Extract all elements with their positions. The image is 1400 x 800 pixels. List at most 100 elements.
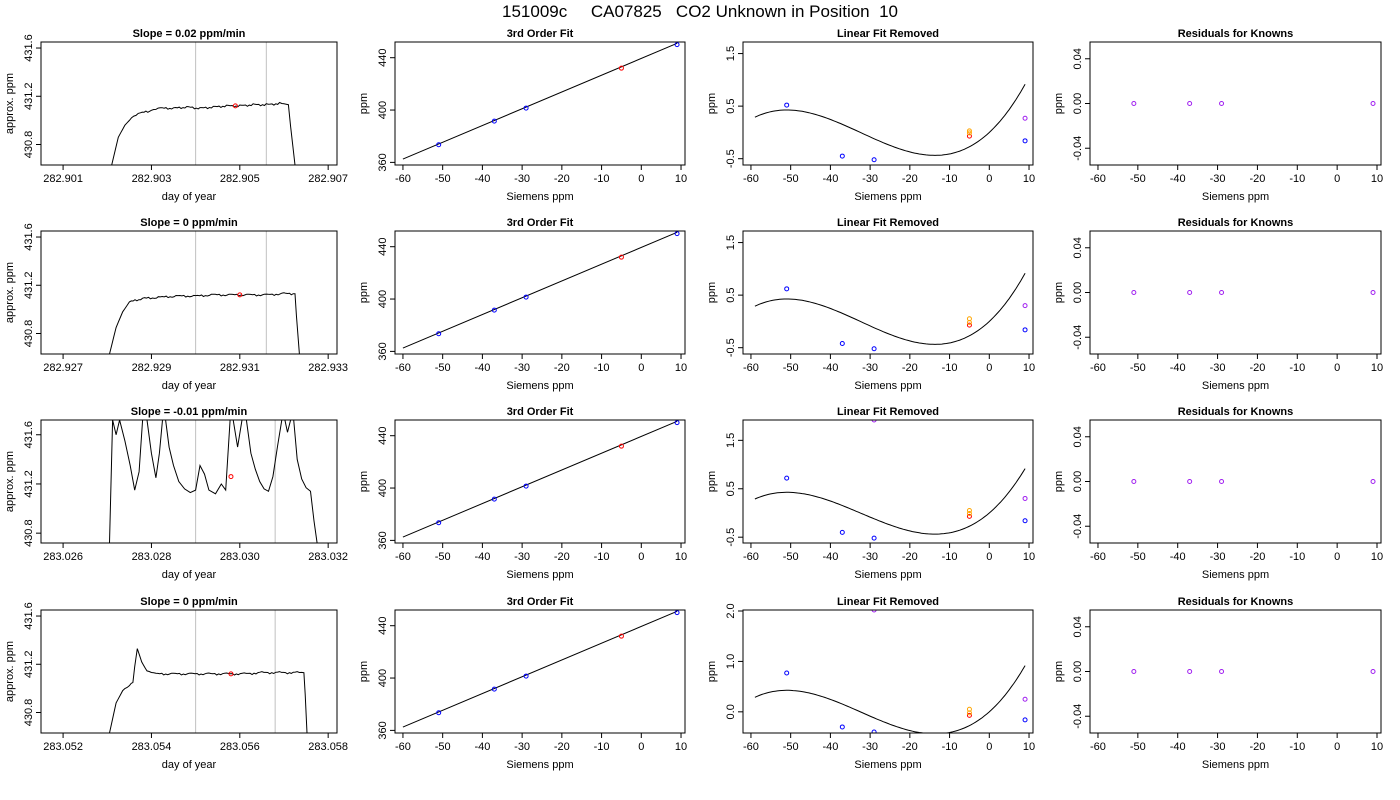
x-tick-label: -60: [743, 362, 759, 374]
plot-area: [402, 231, 680, 349]
chart-panel-r4-c2: 3rd Order Fit -60 -50 -40 -30 -20 -10 0 10 360 400…: [358, 596, 687, 771]
x-tick-label: -20: [902, 551, 918, 563]
chart-panel-r4-c3: Linear Fit Removed -60 -50 -40 -30 -20 -10 0 10 0…: [706, 596, 1035, 771]
y-tick-label: 440: [377, 617, 389, 635]
y-tick-label: 430.8: [23, 519, 35, 547]
plot-area: [402, 420, 680, 538]
x-tick-label: 10: [1023, 362, 1035, 374]
plot-area: [111, 101, 296, 165]
chart-panel-r2-c3: Linear Fit Removed -60 -50 -40 -30 -20 -10 0 10 -…: [706, 217, 1035, 392]
x-tick-label: 0: [638, 173, 644, 185]
data-point: [966, 319, 972, 325]
data-point: [1022, 518, 1028, 524]
plot-area: [754, 610, 1028, 733]
data-point: [784, 475, 790, 481]
y-tick-label: -0.5: [725, 528, 737, 547]
x-tick-label: 10: [1023, 551, 1035, 563]
plot-area: [1131, 479, 1376, 484]
data-point: [436, 710, 442, 716]
x-axis-label: Siemens ppm: [1202, 569, 1269, 581]
data-point: [523, 294, 529, 300]
y-tick-label: 400: [377, 101, 389, 119]
y-tick-label: 0.04: [1072, 237, 1084, 258]
fit-line: [402, 42, 678, 160]
y-axis-label: ppm: [706, 282, 718, 303]
data-point: [1131, 479, 1137, 484]
chart-title: Residuals for Knowns: [1178, 217, 1294, 229]
plot-area: [402, 610, 680, 728]
fit-curve: [754, 83, 1026, 156]
x-tick-label: -30: [1210, 173, 1226, 185]
data-point: [1187, 479, 1193, 484]
x-tick-label: -50: [435, 173, 451, 185]
x-tick-label: 0: [638, 741, 644, 753]
x-tick-label: -60: [743, 741, 759, 753]
data-point: [1131, 669, 1137, 674]
data-point: [784, 286, 790, 292]
y-tick-label: 431.2: [23, 82, 35, 110]
y-axis-label: ppm: [706, 93, 718, 114]
y-tick-label: -0.04: [1072, 704, 1084, 729]
data-point: [1022, 495, 1028, 501]
data-point: [871, 157, 877, 163]
fit-line: [402, 231, 678, 349]
x-axis-label: Siemens ppm: [854, 380, 921, 392]
x-tick-label: 283.058: [308, 741, 348, 753]
y-axis-label: ppm: [358, 661, 370, 682]
y-axis-label: ppm: [358, 471, 370, 492]
x-tick-label: 0: [1334, 362, 1340, 374]
plot-frame: [394, 41, 686, 166]
plot-frame: [1089, 230, 1382, 355]
y-axis-label: ppm: [706, 661, 718, 682]
x-tick-label: -30: [514, 362, 530, 374]
x-tick-label: -50: [1130, 551, 1146, 563]
data-point: [839, 340, 845, 346]
chart-title: 3rd Order Fit: [507, 28, 574, 40]
x-tick-label: -40: [474, 362, 490, 374]
chart-panel-r1-c1: Slope = 0.02 ppm/min 282.901 282.903 282.90…: [4, 28, 348, 203]
y-axis-label: approx. ppm: [4, 641, 16, 702]
chart-title: Linear Fit Removed: [837, 406, 939, 418]
data-point: [871, 346, 877, 352]
x-tick-label: -10: [942, 741, 958, 753]
x-tick-label: -50: [435, 741, 451, 753]
x-axis-label: day of year: [162, 191, 217, 203]
chart-panel-r4-c4: Residuals for Knowns -60 -50 -40 -30 -20 -10 0 1…: [1053, 596, 1383, 771]
y-axis-label: ppm: [706, 471, 718, 492]
x-tick-label: -60: [395, 741, 411, 753]
chart-panel-r3-c4: Residuals for Knowns -60 -50 -40 -30 -20 -10 0 1…: [1053, 406, 1383, 581]
y-tick-label: 0.00: [1072, 282, 1084, 303]
data-point: [1022, 303, 1028, 309]
x-tick-label: -60: [1090, 173, 1106, 185]
x-tick-label: 283.054: [132, 741, 172, 753]
y-tick-label: 430.8: [23, 131, 35, 159]
y-tick-label: -0.04: [1072, 136, 1084, 161]
y-tick-label: 0.5: [725, 98, 737, 113]
y-tick-label: 1.0: [725, 654, 737, 669]
y-tick-label: 0.04: [1072, 48, 1084, 69]
x-tick-label: -50: [435, 362, 451, 374]
x-tick-label: -30: [1210, 362, 1226, 374]
x-tick-label: -60: [395, 551, 411, 563]
x-tick-label: -20: [1249, 173, 1265, 185]
plot-frame: [742, 230, 1034, 355]
x-tick-label: -10: [942, 551, 958, 563]
data-point: [491, 307, 497, 313]
fit-line: [402, 420, 678, 538]
y-tick-label: -0.5: [725, 149, 737, 168]
data-point: [436, 142, 442, 148]
x-tick-label: -10: [594, 741, 610, 753]
y-tick-label: 440: [377, 238, 389, 256]
y-tick-label: 431.2: [23, 650, 35, 678]
x-tick-label: -60: [743, 173, 759, 185]
y-tick-label: 431.6: [23, 34, 35, 62]
x-axis-label: day of year: [162, 380, 217, 392]
x-tick-label: 282.905: [220, 173, 260, 185]
data-point: [436, 331, 442, 337]
data-point: [871, 610, 877, 613]
plot-area: [1131, 290, 1376, 295]
data-point: [523, 673, 529, 679]
plot-frame: [742, 41, 1034, 166]
x-tick-label: 282.903: [132, 173, 172, 185]
chart-panel-r4-c1: Slope = 0 ppm/min 283.052 283.054 283.056 28…: [4, 596, 348, 771]
